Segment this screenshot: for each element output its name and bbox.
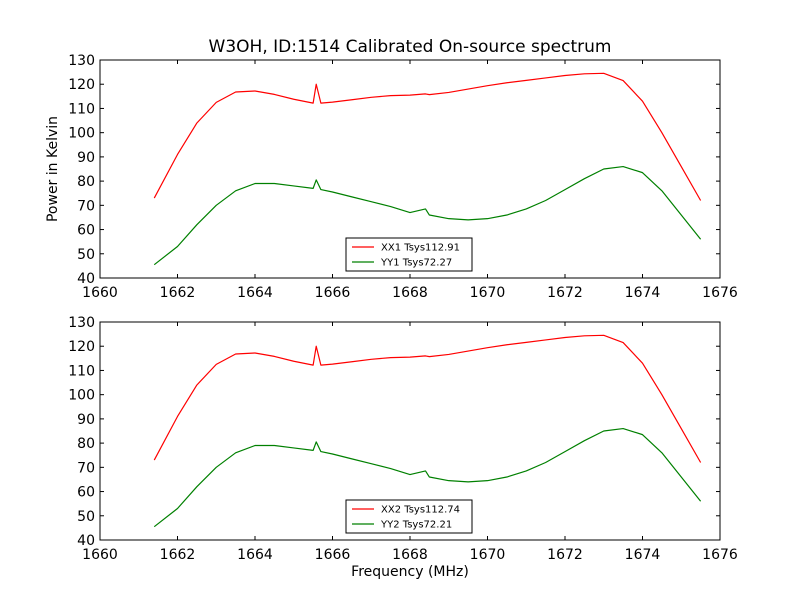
- y-tick-label: 40: [77, 533, 95, 549]
- chart-panel-2: 1660 1662 1664 1666 1668 1670 1672 1674 1676 40 50…: [68, 315, 738, 580]
- x-tick-label: 1666: [315, 547, 351, 563]
- x-tick-label: 1668: [392, 547, 428, 563]
- y-tick-label: 110: [68, 101, 95, 117]
- x-tick-label: 1666: [315, 285, 351, 301]
- x-tick-label: 1676: [702, 547, 738, 563]
- y-tick-label: 120: [68, 77, 95, 93]
- legend-entry: YY1 Tsys72.27: [380, 258, 452, 269]
- y-tick-label: 60: [77, 223, 95, 239]
- y-tick-label: 70: [77, 198, 95, 214]
- x-tick-label: 1672: [547, 547, 583, 563]
- y-tick-label: 40: [77, 271, 95, 287]
- x-tick-label: 1670: [470, 285, 506, 301]
- y-tick-label: 80: [77, 436, 95, 452]
- x-tick-label: 1674: [625, 285, 661, 301]
- legend: XX1 Tsys112.91 YY1 Tsys72.27: [345, 237, 473, 272]
- y-axis-label: Power in Kelvin: [45, 116, 61, 222]
- legend-box: [345, 237, 473, 272]
- y-tick-label: 130: [68, 53, 95, 69]
- legend-box: [345, 499, 473, 534]
- chart-title: W3OH, ID:1514 Calibrated On-source spect…: [209, 37, 612, 57]
- y-tick-label: 100: [68, 388, 95, 404]
- y-tick-label: 90: [77, 412, 95, 428]
- legend: XX2 Tsys112.74 YY2 Tsys72.21: [345, 499, 473, 534]
- series-line-yy1: [153, 165, 702, 266]
- legend-entry: XX1 Tsys112.91: [381, 243, 460, 254]
- x-tick-label: 1662: [160, 285, 196, 301]
- y-tick-label: 110: [68, 363, 95, 379]
- y-tick-label: 90: [77, 150, 95, 166]
- x-tick-label: 1662: [160, 547, 196, 563]
- y-tick-label: 130: [68, 315, 95, 331]
- x-tick-label: 1664: [237, 547, 273, 563]
- y-tick-label: 50: [77, 247, 95, 263]
- legend-entry: XX2 Tsys112.74: [381, 505, 460, 516]
- chart-panel-1: 1660 1662 1664 1666 1668 1670 1672 1674 1676 40 50…: [45, 37, 738, 301]
- x-tick-label: 1660: [82, 285, 118, 301]
- x-tick-label: 1664: [237, 285, 273, 301]
- x-tick-label: 1670: [470, 547, 506, 563]
- y-tick-label: 80: [77, 174, 95, 190]
- x-axis-label: Frequency (MHz): [351, 564, 469, 580]
- y-tick-label: 100: [68, 126, 95, 142]
- y-tick-label: 120: [68, 339, 95, 355]
- series-line-xx2: [153, 334, 702, 463]
- legend-entry: YY2 Tsys72.21: [380, 520, 452, 531]
- x-tick-label: 1668: [392, 285, 428, 301]
- series-line-xx1: [153, 72, 702, 201]
- y-tick-label: 60: [77, 485, 95, 501]
- x-tick-label: 1676: [702, 285, 738, 301]
- x-tick-label: 1660: [82, 547, 118, 563]
- y-tick-label: 70: [77, 460, 95, 476]
- series-line-yy2: [153, 427, 702, 528]
- y-tick-label: 50: [77, 509, 95, 525]
- x-tick-label: 1672: [547, 285, 583, 301]
- x-tick-label: 1674: [625, 547, 661, 563]
